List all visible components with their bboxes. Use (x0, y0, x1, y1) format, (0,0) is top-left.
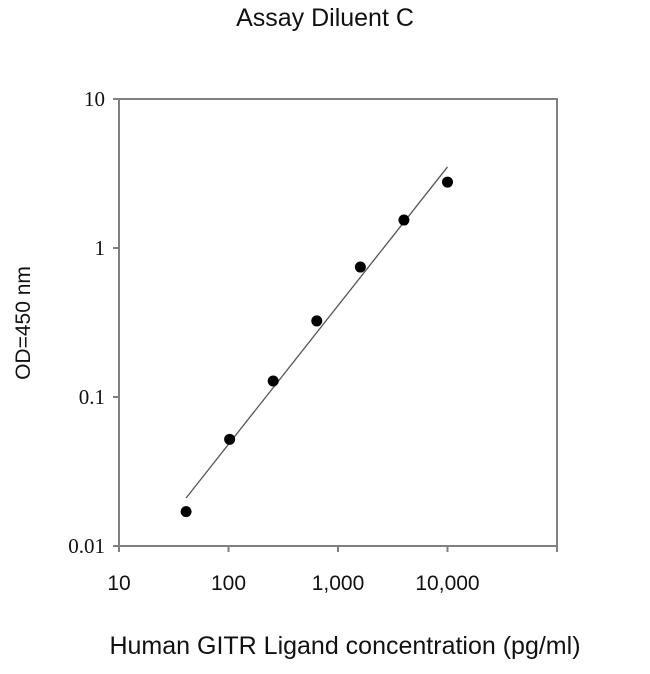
plot-frame (118, 98, 558, 547)
data-point (354, 261, 366, 273)
data-point (442, 176, 453, 188)
x-tick-label: 10 (107, 572, 130, 595)
x-tick-label: 100 (211, 572, 246, 595)
data-point (267, 375, 279, 387)
data-point (224, 433, 236, 445)
y-axis-label: OD=450 nm (12, 266, 35, 380)
y-tick-label: 1 (95, 236, 106, 260)
y-tick-label: 10 (84, 87, 105, 111)
x-axis-label: Human GITR Ligand concentration (pg/ml) (109, 632, 581, 660)
x-tick-label: 10,000 (415, 572, 479, 595)
fit-line (185, 166, 449, 499)
data-point (180, 506, 192, 518)
chart-title: Assay Diluent C (236, 4, 414, 32)
y-tick-label: 0.01 (68, 534, 105, 558)
y-tick-label: 0.1 (79, 385, 105, 409)
data-point (398, 214, 410, 226)
data-point (311, 315, 323, 327)
x-tick-label: 1,000 (312, 572, 365, 595)
